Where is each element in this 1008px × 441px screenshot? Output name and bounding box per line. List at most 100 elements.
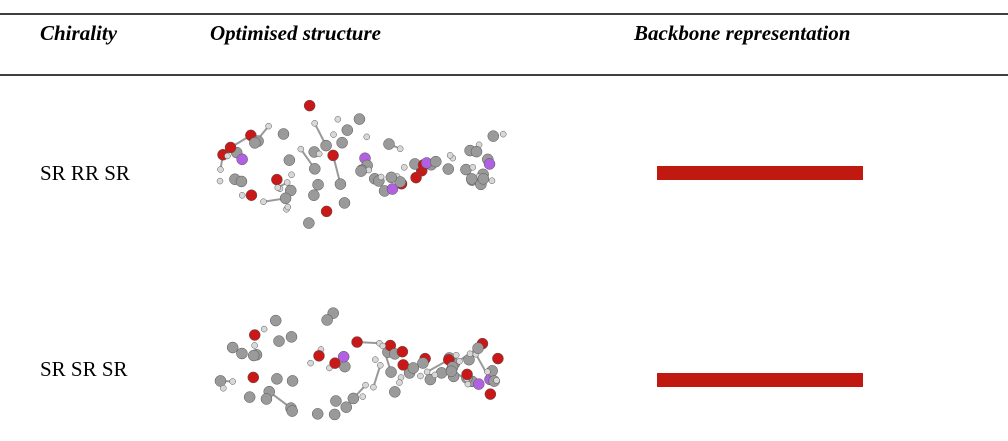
atom: [470, 164, 476, 170]
molecule-structure: [215, 308, 503, 420]
atom: [396, 380, 402, 386]
atom: [236, 176, 247, 187]
atom: [364, 134, 370, 140]
atom: [356, 166, 367, 177]
atom: [308, 190, 319, 201]
atom: [447, 152, 453, 158]
atom: [432, 372, 438, 378]
atom: [237, 154, 248, 165]
atom: [339, 361, 350, 372]
chirality-cell: SR RR SR: [40, 161, 130, 185]
atom: [249, 137, 260, 148]
atom: [329, 409, 340, 420]
atom: [397, 146, 403, 152]
atom: [488, 131, 499, 142]
atom: [411, 172, 422, 183]
atom: [331, 132, 337, 138]
atom: [220, 385, 226, 391]
atom: [408, 362, 419, 373]
atom: [224, 153, 230, 159]
atom: [261, 393, 272, 404]
atom: [230, 379, 236, 385]
atom: [492, 353, 503, 364]
atom: [303, 218, 314, 229]
atom: [417, 373, 423, 379]
backbone-bar: [657, 373, 863, 387]
atom: [473, 379, 484, 390]
atom: [284, 179, 290, 185]
atom: [287, 375, 298, 386]
atom: [500, 131, 506, 137]
atom: [397, 346, 408, 357]
atom: [330, 358, 341, 369]
atom: [484, 369, 490, 375]
atom: [239, 192, 245, 198]
atom: [236, 348, 247, 359]
atom: [308, 360, 314, 366]
atom: [337, 137, 348, 148]
atom: [215, 375, 226, 386]
atom: [387, 184, 398, 195]
page: Chirality Optimised structure Backbone r…: [0, 0, 1008, 441]
atom: [430, 156, 441, 167]
atom: [380, 343, 386, 349]
atom: [266, 123, 272, 129]
atom: [383, 139, 394, 150]
atom: [244, 392, 255, 403]
atom: [462, 369, 473, 380]
atom: [321, 206, 332, 217]
atom: [446, 366, 457, 377]
atom: [335, 179, 346, 190]
atom: [424, 369, 430, 375]
atom: [252, 342, 258, 348]
atom: [494, 377, 500, 383]
atom: [280, 193, 291, 204]
atom: [322, 314, 333, 325]
atom: [284, 155, 295, 166]
atom: [248, 372, 259, 383]
atom: [328, 150, 339, 161]
atom: [443, 164, 454, 175]
atom: [335, 116, 341, 122]
atom: [471, 146, 482, 157]
atom: [274, 336, 285, 347]
atom: [321, 140, 332, 151]
header-cell: Chirality: [40, 21, 118, 45]
molecule-structure: [217, 100, 506, 228]
chirality-cell: SR SR SR: [40, 357, 128, 381]
atom: [453, 352, 459, 358]
backbone-bar: [657, 166, 863, 180]
atom: [248, 350, 259, 361]
atom: [377, 362, 383, 368]
atom: [289, 172, 295, 178]
atom: [389, 386, 400, 397]
atom: [298, 146, 304, 152]
atom: [456, 358, 462, 364]
atom: [313, 179, 324, 190]
atom: [270, 315, 281, 326]
atom: [312, 408, 323, 419]
atom: [386, 367, 397, 378]
atom: [261, 326, 267, 332]
atom: [467, 351, 473, 357]
atom: [249, 329, 260, 340]
atom: [225, 142, 236, 153]
atom: [378, 174, 384, 180]
atom: [352, 337, 363, 348]
atom: [485, 389, 496, 400]
atom: [465, 381, 471, 387]
table: Chirality Optimised structure Backbone r…: [0, 0, 1008, 441]
atom: [275, 185, 281, 191]
atom: [260, 199, 266, 205]
atom: [316, 151, 322, 157]
atom: [360, 394, 366, 400]
atom: [304, 100, 315, 111]
atom: [271, 174, 282, 185]
atom: [217, 178, 223, 184]
atom: [370, 384, 376, 390]
bond: [373, 365, 380, 387]
atom: [313, 350, 324, 361]
atom: [484, 158, 495, 169]
header-cell: Optimised structure: [210, 21, 381, 45]
atom: [341, 402, 352, 413]
